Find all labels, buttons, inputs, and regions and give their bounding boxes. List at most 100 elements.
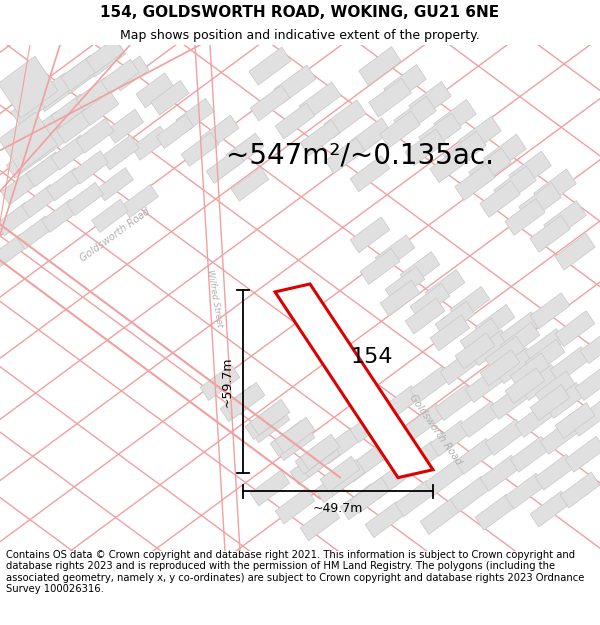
Bar <box>455 438 495 474</box>
Bar <box>440 349 480 384</box>
Bar <box>520 364 560 401</box>
Bar <box>22 184 58 218</box>
Polygon shape <box>275 284 433 478</box>
Bar <box>575 364 600 401</box>
Bar <box>405 404 445 439</box>
Bar <box>325 138 365 174</box>
Bar <box>505 199 545 236</box>
Bar <box>480 181 520 218</box>
Bar <box>324 100 366 138</box>
Bar <box>0 234 28 268</box>
Text: Goldsworth Road: Goldsworth Road <box>78 206 152 264</box>
Bar <box>365 502 405 538</box>
Text: Contains OS data © Crown copyright and database right 2021. This information is : Contains OS data © Crown copyright and d… <box>6 549 584 594</box>
Bar <box>510 353 550 389</box>
Bar <box>565 436 600 472</box>
Text: ~59.7m: ~59.7m <box>221 356 233 407</box>
Bar <box>455 164 495 201</box>
Bar <box>299 82 341 120</box>
Bar <box>384 64 426 104</box>
Bar <box>122 184 158 218</box>
Bar <box>550 347 590 382</box>
Bar <box>380 111 420 148</box>
Bar <box>400 441 440 478</box>
Bar <box>56 109 94 143</box>
Bar <box>131 126 169 160</box>
Bar <box>31 126 68 160</box>
Bar <box>420 499 460 534</box>
Bar <box>430 315 470 351</box>
Bar <box>480 455 520 491</box>
Bar <box>340 484 380 519</box>
Bar <box>34 73 76 112</box>
Bar <box>425 269 465 306</box>
Bar <box>275 424 315 461</box>
Bar <box>156 114 194 148</box>
Bar <box>275 103 315 139</box>
Bar <box>480 350 520 386</box>
Bar <box>460 401 500 437</box>
Bar <box>505 473 545 509</box>
Bar <box>375 424 415 461</box>
Bar <box>525 329 565 364</box>
Bar <box>490 384 530 419</box>
Bar <box>544 201 586 239</box>
Text: ~547m²/~0.135ac.: ~547m²/~0.135ac. <box>226 142 494 170</box>
Bar <box>475 494 515 530</box>
Bar <box>470 330 510 366</box>
Bar <box>92 199 128 232</box>
Bar <box>419 113 461 152</box>
Bar <box>555 233 595 270</box>
Bar <box>300 120 340 156</box>
Bar <box>425 459 465 496</box>
Bar <box>555 311 595 347</box>
Bar <box>101 135 139 170</box>
Bar <box>200 364 240 401</box>
Bar <box>535 454 575 490</box>
Bar <box>181 132 219 166</box>
Bar <box>510 436 550 472</box>
Bar <box>300 434 340 470</box>
Bar <box>519 182 561 222</box>
Bar <box>61 56 99 91</box>
Bar <box>555 402 595 439</box>
Bar <box>345 446 385 482</box>
Bar <box>176 98 214 133</box>
Bar <box>101 59 139 94</box>
Bar <box>370 462 410 499</box>
Bar <box>444 131 486 170</box>
Bar <box>469 148 511 187</box>
Text: ~49.7m: ~49.7m <box>313 502 363 514</box>
Bar <box>434 99 476 138</box>
Bar <box>295 438 335 474</box>
Bar <box>231 168 269 201</box>
Bar <box>359 47 401 86</box>
Bar <box>350 407 390 442</box>
Bar <box>111 56 149 91</box>
Bar <box>106 109 143 143</box>
Bar <box>245 404 285 439</box>
Bar <box>0 56 58 118</box>
Bar <box>0 112 58 172</box>
Bar <box>530 216 570 252</box>
Bar <box>515 401 555 437</box>
Bar <box>51 135 89 170</box>
Bar <box>300 505 340 541</box>
Bar <box>410 367 450 402</box>
Bar <box>270 421 310 456</box>
Bar <box>435 301 475 338</box>
Bar <box>350 156 390 192</box>
Bar <box>450 286 490 322</box>
Bar <box>450 476 490 512</box>
Bar <box>17 216 53 249</box>
Bar <box>385 266 425 302</box>
Bar <box>475 304 515 341</box>
Bar <box>59 55 101 94</box>
Bar <box>26 112 64 147</box>
Bar <box>380 386 420 422</box>
Bar <box>250 399 290 435</box>
Bar <box>249 47 291 85</box>
Bar <box>300 441 340 478</box>
Bar <box>274 65 316 103</box>
Bar <box>509 151 551 190</box>
